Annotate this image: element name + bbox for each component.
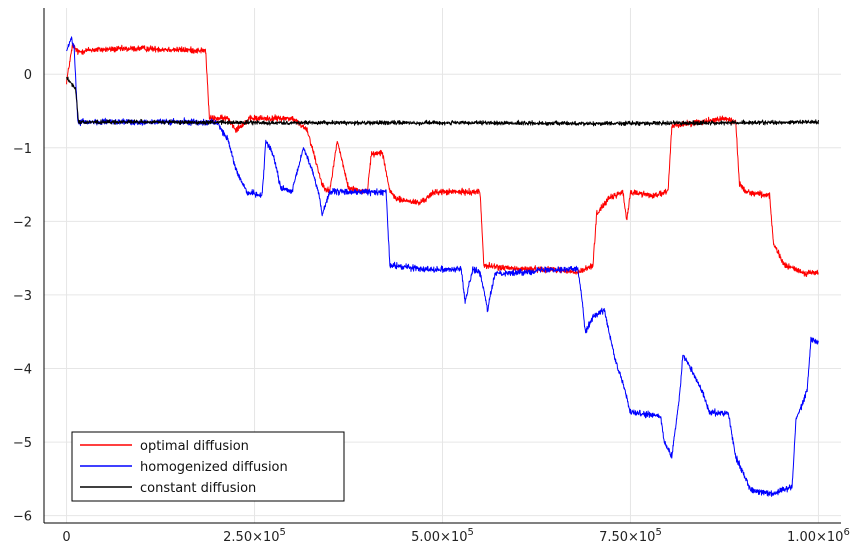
x-tick-exponent-2: 5: [468, 527, 474, 538]
x-tick-labels: 0 2.50×105 5.00×105 7.50×105 1.00×106: [62, 527, 849, 545]
axes: [43, 8, 841, 524]
y-tick-label-1: −1: [13, 142, 32, 157]
x-tick-label-2: 5.00×105: [411, 527, 474, 545]
y-tick-label-5: −5: [13, 436, 32, 451]
x-tick-label-0: 0: [62, 530, 70, 545]
y-tick-label-6: −6: [13, 510, 32, 525]
y-tick-label-2: −2: [13, 215, 32, 230]
y-tick-label-3: −3: [13, 289, 32, 304]
x-tick-label-1: 2.50×105: [223, 527, 286, 545]
legend: optimal diffusion homogenized diffusion co…: [71, 431, 345, 502]
legend-label-0: optimal diffusion: [140, 439, 249, 454]
x-tick-label-4: 1.00×106: [787, 527, 850, 545]
x-tick-exponent-1: 5: [280, 527, 286, 538]
legend-label-1: homogenized diffusion: [140, 460, 288, 475]
legend-label-2: constant diffusion: [140, 481, 256, 496]
x-tick-exponent-3: 5: [655, 527, 661, 538]
series-line-constant-diffusion: [66, 76, 819, 127]
x-tick-label-3: 7.50×105: [599, 527, 662, 545]
y-tick-label-0: 0: [24, 68, 32, 83]
series-layer: [66, 36, 819, 497]
y-tick-label-4: −4: [13, 363, 32, 378]
y-tick-labels: 0 −1 −2 −3 −4 −5 −6: [13, 68, 32, 524]
x-tick-exponent-4: 6: [843, 527, 849, 538]
